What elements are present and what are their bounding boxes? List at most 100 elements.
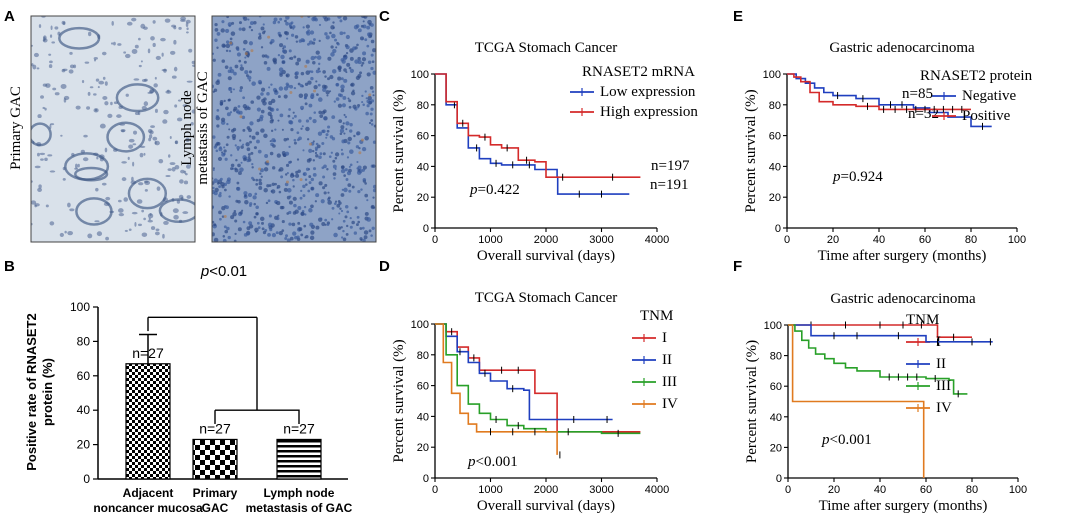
lymphocyte-dot: [286, 238, 291, 242]
km-curve-ii: [788, 324, 993, 343]
nucleus-dot: [31, 44, 34, 47]
lymphocyte-dot: [226, 112, 231, 117]
lymphocyte-dot: [221, 206, 226, 211]
lymphocyte-dot: [247, 55, 250, 58]
lymphocyte-dot: [236, 145, 241, 150]
lymphocyte-dot: [246, 126, 251, 130]
lymphocyte-dot: [292, 211, 297, 215]
lymphocyte-dot: [251, 135, 256, 140]
lymphocyte-dot: [275, 202, 278, 205]
lymphocyte-dot: [276, 184, 281, 189]
n-label: n=191: [650, 177, 688, 193]
lymphocyte-dot: [326, 129, 330, 133]
lymphocyte-dot: [343, 132, 346, 135]
lymphocyte-dot: [361, 94, 364, 98]
lymphocyte-dot: [324, 183, 328, 187]
lymphocyte-dot: [312, 140, 315, 143]
nucleus-dot: [120, 128, 126, 133]
lymphocyte-dot: [315, 69, 320, 74]
lymphocyte-dot: [344, 168, 348, 172]
stain-dot: [266, 160, 270, 164]
nucleus-dot: [191, 109, 195, 114]
lymphocyte-dot: [283, 137, 287, 142]
lymphocyte-dot: [229, 111, 233, 114]
lymphocyte-dot: [354, 206, 358, 210]
lymphocyte-dot: [273, 139, 277, 143]
nucleus-dot: [42, 106, 46, 110]
lymphocyte-dot: [271, 233, 277, 238]
x-tick-label: 1000: [478, 484, 502, 496]
lymphocyte-dot: [283, 86, 289, 91]
nucleus-dot: [180, 169, 185, 174]
lymphocyte-dot: [337, 65, 342, 70]
lymphocyte-dot: [318, 70, 321, 73]
lymphocyte-dot: [228, 24, 231, 27]
lymphocyte-dot: [301, 39, 306, 43]
lymphocyte-dot: [222, 235, 226, 238]
lymphocyte-dot: [298, 227, 303, 232]
lymphocyte-dot: [213, 178, 218, 183]
lymphocyte-dot: [325, 35, 330, 40]
nucleus-dot: [144, 78, 148, 82]
nucleus-dot: [105, 196, 111, 201]
lymphocyte-dot: [289, 56, 294, 61]
lymphocyte-dot: [363, 16, 368, 19]
lymphocyte-dot: [339, 207, 342, 210]
p-value-symbol: p: [469, 182, 478, 198]
lymphocyte-dot: [349, 225, 353, 229]
micrograph-primary-gac: [31, 16, 195, 242]
nucleus-dot: [52, 87, 57, 91]
lymphocyte-dot: [243, 39, 248, 45]
lymphocyte-dot: [249, 140, 252, 144]
lymphocyte-dot: [342, 122, 345, 125]
lymphocyte-dot: [337, 16, 342, 19]
lymphocyte-dot: [220, 28, 225, 33]
nucleus-dot: [32, 64, 37, 70]
lymphocyte-dot: [305, 24, 310, 29]
nucleus-dot: [96, 156, 99, 160]
lymphocyte-dot: [219, 217, 222, 221]
x-tick-label: 0: [784, 234, 790, 246]
lymphocyte-dot: [221, 20, 225, 24]
nucleus-dot: [38, 184, 42, 189]
lymphocyte-dot: [371, 164, 376, 168]
nucleus-dot: [140, 60, 143, 63]
nucleus-dot: [191, 60, 195, 65]
lymphocyte-dot: [297, 206, 302, 210]
lymphocyte-dot: [247, 155, 251, 159]
lymphocyte-dot: [266, 55, 270, 59]
panel-b-category-line1: Adjacent: [123, 486, 174, 500]
lymphocyte-dot: [218, 210, 222, 215]
lymphocyte-dot: [310, 230, 315, 235]
lymphocyte-dot: [223, 99, 226, 103]
lymphocyte-dot: [260, 26, 265, 31]
panel-a: A Primary GAC Lymph node metastasis of G…: [4, 8, 377, 243]
lymphocyte-dot: [309, 30, 315, 35]
nucleus-dot: [59, 232, 64, 237]
lymphocyte-dot: [296, 57, 301, 62]
lymphocyte-dot: [284, 31, 289, 36]
nucleus-dot: [150, 125, 155, 128]
lymphocyte-dot: [311, 96, 314, 99]
lymphocyte-dot: [319, 114, 324, 118]
lymphocyte-dot: [278, 168, 281, 172]
lymphocyte-dot: [321, 166, 325, 170]
lymphocyte-dot: [326, 94, 329, 97]
lymphocyte-dot: [226, 16, 229, 19]
lymphocyte-dot: [304, 102, 308, 106]
lymphocyte-dot: [212, 220, 215, 224]
lymphocyte-dot: [270, 107, 275, 112]
nucleus-dot: [141, 209, 145, 213]
lymphocyte-dot: [366, 25, 371, 30]
lymphocyte-dot: [238, 59, 242, 63]
lymphocyte-dot: [234, 167, 237, 171]
lymphocyte-dot: [276, 216, 280, 221]
nucleus-dot: [123, 51, 127, 54]
lymphocyte-dot: [269, 228, 273, 232]
lymphocyte-dot: [373, 206, 376, 209]
nucleus-dot: [104, 147, 108, 153]
nucleus-dot: [152, 136, 158, 141]
lymphocyte-dot: [248, 79, 251, 82]
panel-b-category-line2: GAC: [202, 501, 229, 515]
lymphocyte-dot: [331, 137, 336, 141]
